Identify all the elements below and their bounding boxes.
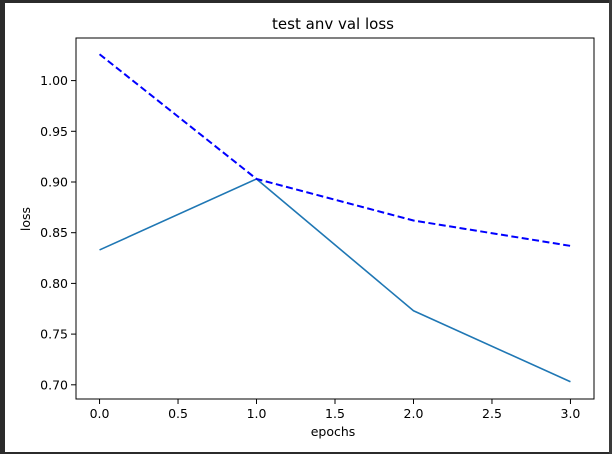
- x-tick-label: 2.0: [404, 406, 424, 421]
- y-axis-ticks: 0.70 0.75 0.80 0.85 0.90 0.95 1.00: [40, 73, 76, 392]
- x-axis-label: epochs: [311, 424, 356, 439]
- series-line-dashed: [98, 53, 571, 247]
- x-axis-ticks: 0.0 0.5 1.0 1.5 2.0 2.5 3.0: [90, 399, 581, 421]
- chart-title: test anv val loss: [272, 15, 394, 33]
- y-tick-label: 0.75: [40, 327, 68, 342]
- series-line-solid: [99, 178, 571, 383]
- y-tick-label: 0.90: [40, 174, 68, 189]
- figure-canvas: 0.0 0.5 1.0 1.5 2.0 2.5 3.0 0.70 0.75 0.80 0.85 0.…: [5, 3, 609, 452]
- series-layer: [98, 53, 571, 383]
- line-chart: 0.0 0.5 1.0 1.5 2.0 2.5 3.0 0.700.750.800.850.…: [18, 15, 595, 439]
- y-tick-label: 0.95: [40, 124, 68, 139]
- x-tick-label: 2.5: [482, 406, 502, 421]
- window-edge: [609, 0, 612, 454]
- plot-area: [75, 37, 595, 400]
- y-tick-label: 0.70: [40, 377, 68, 392]
- y-tick-label: 0.80: [40, 276, 68, 291]
- x-tick-label: 3.0: [561, 406, 581, 421]
- y-tick-label: 0.85: [40, 225, 68, 240]
- x-tick-label: 1.0: [247, 406, 267, 421]
- x-tick-label: 0.0: [90, 406, 110, 421]
- y-tick-label: 1.00: [40, 73, 68, 88]
- x-tick-label: 1.5: [325, 406, 345, 421]
- x-tick-label: 0.5: [168, 406, 188, 421]
- y-axis-label: loss: [18, 207, 33, 231]
